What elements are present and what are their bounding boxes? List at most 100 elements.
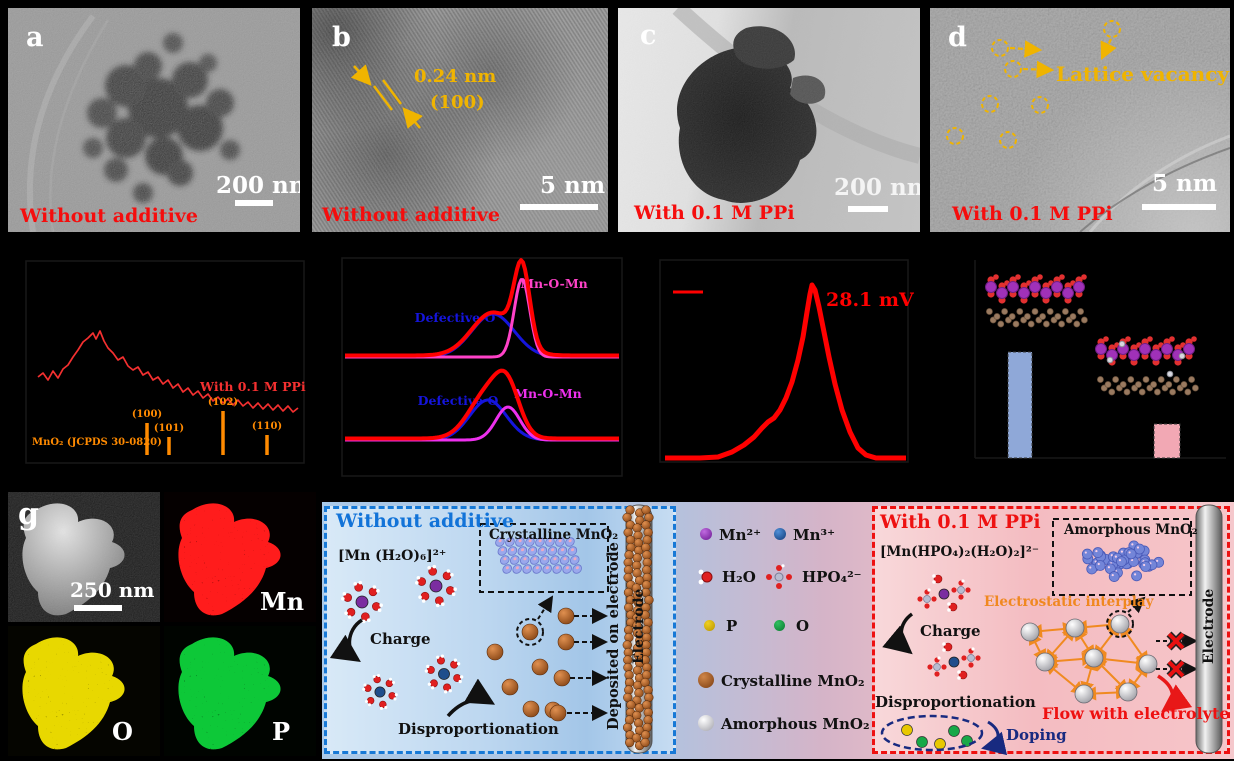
amorphous-atom xyxy=(1131,570,1142,582)
water-h xyxy=(443,690,448,694)
c-atom xyxy=(1119,381,1127,388)
water-h xyxy=(450,573,454,577)
c-atom xyxy=(1184,388,1192,396)
phosphate-h xyxy=(961,579,965,583)
o-atom xyxy=(1037,274,1043,280)
c-atom xyxy=(1097,376,1104,383)
dft-panel xyxy=(974,260,1226,459)
panel-c-tem: c 200 nm With 0.1 M PPi xyxy=(618,8,920,232)
c-atom xyxy=(1069,313,1077,320)
lattice-dot xyxy=(561,548,565,552)
doping-arrow xyxy=(981,720,1008,756)
xrd-plot-area: (100) (101) (102) (110) xyxy=(37,330,299,455)
water-h xyxy=(388,677,393,681)
mn-atom xyxy=(1139,343,1151,355)
zeta-frame xyxy=(659,259,909,463)
mn-atom xyxy=(1183,343,1195,355)
water-h xyxy=(344,611,348,615)
amorphous-dot xyxy=(1130,558,1134,562)
disproportionation-arrow-left xyxy=(446,678,496,718)
scalebar-a xyxy=(235,200,273,206)
d-spacing-marker xyxy=(350,64,423,129)
scalebar-label-d: 5 nm xyxy=(1152,170,1218,197)
disproportionation-label-right: Disproportionation xyxy=(875,693,1036,711)
o-atom xyxy=(993,274,999,280)
lattice-dot xyxy=(543,557,547,561)
amorphous-atom xyxy=(1108,571,1120,582)
water-h xyxy=(376,589,380,593)
c-atom xyxy=(1169,388,1176,396)
c-atom xyxy=(1062,308,1069,315)
water-h xyxy=(358,580,363,585)
o-atom xyxy=(1191,336,1197,342)
water-h xyxy=(459,675,464,679)
amorphous-mno2-sphere xyxy=(1065,618,1085,638)
condition-label-d: With 0.1 M PPi xyxy=(952,203,1113,225)
lattice-dot xyxy=(571,548,575,552)
lattice-dot xyxy=(523,557,527,561)
amorphous-atom xyxy=(1125,548,1137,560)
lattice-dot xyxy=(498,539,502,543)
phosphate-o xyxy=(927,664,933,670)
xps-frame xyxy=(341,257,623,477)
c-atom xyxy=(1054,313,1062,320)
crystalline-mno2-box-outline xyxy=(479,523,609,593)
legend-mn3: Mn³⁺ xyxy=(793,526,835,544)
water-h xyxy=(446,569,451,573)
lattice-dot xyxy=(531,548,535,552)
panel-d-hrtem: d Lattice vacancy 5 nm With 0.1 M PPi xyxy=(930,8,1230,232)
c-atom xyxy=(1081,316,1088,324)
dopant-sphere xyxy=(948,725,960,737)
water-h xyxy=(342,592,347,596)
hrtem-d-annotations xyxy=(930,8,1230,232)
amorphous-mno2-sphere xyxy=(1020,622,1040,642)
water-h xyxy=(361,619,366,624)
xrd-reference-label: MnO₂ (JCPDS 30-0820) xyxy=(32,437,162,448)
mn-center xyxy=(948,656,960,668)
mn-atom xyxy=(1161,343,1173,355)
lattice-dot xyxy=(538,539,542,543)
lattice-dot xyxy=(525,566,529,570)
xps-peak-label: Mn-O-Mn xyxy=(520,276,588,291)
eds-map-o: O xyxy=(8,626,160,756)
water-h xyxy=(430,686,435,690)
eds-label-p: P xyxy=(272,717,291,746)
crystalline-mno2-sphere xyxy=(531,658,549,676)
water-h xyxy=(426,664,430,669)
amorphous-dot xyxy=(1084,551,1087,554)
lattice-dot xyxy=(545,566,549,570)
lattice-dot xyxy=(548,539,552,543)
h-atom xyxy=(1166,370,1174,378)
eds-label-o: O xyxy=(112,717,133,746)
particle-edge-2 xyxy=(1079,147,1230,232)
c-atom xyxy=(1039,313,1046,320)
zeta-curve xyxy=(665,282,906,461)
with-ppi-title: With 0.1 M PPi xyxy=(880,511,1041,533)
eds-label-mn: Mn xyxy=(260,587,305,616)
amorphous-dot xyxy=(1111,573,1114,577)
amorphous-dot xyxy=(1131,543,1134,546)
xrd-series-label: With 0.1 M PPi xyxy=(199,379,306,394)
xps-plot-area: Defective O Mn-O-Mn Defective O Mn-O-Mn xyxy=(345,258,619,442)
tem-noise-overlay xyxy=(618,8,920,232)
amorphous-dot xyxy=(1107,566,1111,569)
water-h xyxy=(353,581,357,586)
vacancy-arrows xyxy=(1009,38,1117,79)
xrd-curve xyxy=(37,330,299,413)
flow-with-electrolyte-label: Flow with electrolyte xyxy=(1042,704,1230,723)
water-h xyxy=(362,687,366,691)
deposited-bead xyxy=(642,700,652,710)
amorphous-mno2-sphere xyxy=(1035,652,1055,672)
scalebar-label-g: 250 nm xyxy=(70,578,155,602)
tem-noise-overlay xyxy=(930,8,1230,232)
mn-atom xyxy=(996,287,1008,299)
water-h xyxy=(947,602,951,606)
water-h xyxy=(942,642,946,646)
amorphous-mno2-on-carbon-model xyxy=(1095,336,1199,396)
c-atom xyxy=(993,313,1001,320)
c-atom xyxy=(1104,381,1112,388)
electrostatic-network xyxy=(1020,614,1158,704)
phosphate-o xyxy=(924,603,930,609)
lattice-dot xyxy=(521,548,525,552)
